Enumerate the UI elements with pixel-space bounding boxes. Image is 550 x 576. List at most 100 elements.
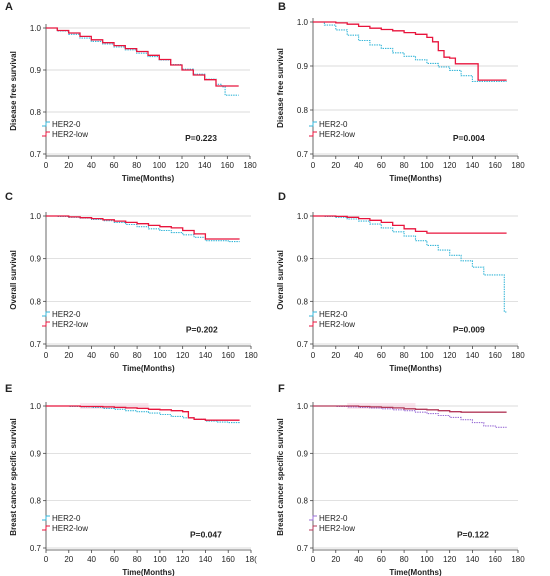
y-axis-title: Overall survival (276, 250, 285, 310)
p-value: P=0.004 (453, 133, 485, 143)
x-tick-label: 80 (133, 351, 142, 360)
panel-label: C (5, 191, 13, 203)
x-tick-label: 120 (443, 351, 457, 360)
legend-label: HER2-low (319, 524, 355, 533)
panel-label: A (5, 1, 13, 13)
x-tick-label: 0 (311, 161, 316, 170)
y-tick-label: 0.7 (297, 340, 309, 349)
y-tick-label: 0.9 (297, 62, 309, 71)
x-tick-label: 140 (466, 351, 480, 360)
series-line-her2-low (46, 405, 240, 421)
legend-label: HER2-low (52, 130, 88, 139)
y-tick-label: 0.7 (297, 544, 309, 553)
x-tick-label: 140 (466, 555, 480, 564)
y-tick-label: 0.8 (30, 497, 42, 506)
x-tick-label: 160 (489, 351, 503, 360)
legend-swatch (42, 525, 50, 531)
series-line-her2-low (46, 27, 239, 87)
x-axis-title: Time(Months) (122, 364, 175, 373)
x-tick-label: 160 (222, 555, 236, 564)
x-tick-label: 0 (311, 555, 316, 564)
x-tick-label: 160 (489, 555, 503, 564)
x-tick-label: 0 (44, 351, 49, 360)
x-tick-label: 180 (243, 161, 257, 170)
y-axis-title: Breast cancer specific survival (9, 418, 18, 535)
p-value: P=0.122 (457, 530, 489, 540)
y-tick-label: 0.7 (30, 544, 42, 553)
panel-b: B 0.7 0.8 0.9 1.0 0 20 40 60 80 100 120 140 160 180 Tim… (276, 1, 525, 183)
series-line-her2-low (313, 215, 507, 234)
x-tick-label: 80 (400, 161, 409, 170)
y-axis-title: Disease free survival (9, 51, 18, 131)
y-tick-label: 0.8 (30, 108, 42, 117)
x-tick-label: 160 (221, 161, 235, 170)
x-tick-label: 18( (245, 555, 257, 564)
legend-label: HER2-0 (319, 310, 348, 319)
x-axis-title: Time(Months) (122, 568, 175, 576)
y-tick-label: 1.0 (30, 402, 42, 411)
panel-f: F 0.7 0.8 0.9 1.0 0 20 40 60 80 100 120 140 160 180 Tim… (276, 383, 525, 576)
x-tick-label: 140 (466, 161, 480, 170)
series-line-her2-0 (46, 215, 240, 243)
legend-swatch (42, 121, 50, 127)
x-tick-label: 0 (44, 161, 49, 170)
x-axis-title: Time(Months) (389, 174, 442, 183)
p-value: P=0.009 (453, 324, 485, 334)
y-axis-title: Disease free survival (276, 48, 285, 128)
p-value: P=0.223 (185, 133, 217, 143)
legend-label: HER2-0 (319, 514, 348, 523)
y-tick-label: 1.0 (297, 212, 309, 221)
y-tick-label: 0.8 (30, 297, 42, 306)
x-tick-label: 60 (110, 555, 119, 564)
legend-label: HER2-0 (52, 120, 81, 129)
legend-swatch (309, 311, 317, 317)
x-tick-label: 80 (400, 555, 409, 564)
legend-swatch (309, 515, 317, 521)
x-tick-label: 140 (199, 351, 213, 360)
y-tick-label: 1.0 (297, 18, 309, 27)
x-tick-label: 60 (377, 161, 386, 170)
x-tick-label: 40 (87, 351, 96, 360)
x-tick-label: 20 (64, 351, 73, 360)
x-tick-label: 120 (443, 555, 457, 564)
x-tick-label: 180 (244, 351, 258, 360)
x-tick-label: 40 (87, 555, 96, 564)
x-tick-label: 80 (133, 555, 142, 564)
legend-swatch (309, 131, 317, 137)
y-tick-label: 0.8 (297, 106, 309, 115)
panel-c: C 0.7 0.8 0.9 1.0 0 20 40 60 80 100 120 140 160 180 Tim… (5, 191, 258, 373)
y-tick-label: 0.7 (297, 150, 309, 159)
confidence-band (80, 403, 149, 409)
y-tick-label: 0.9 (30, 449, 42, 458)
x-tick-label: 160 (222, 351, 236, 360)
panel-label: D (278, 191, 286, 203)
series-line-her2-0 (313, 215, 507, 313)
y-tick-label: 1.0 (297, 402, 309, 411)
x-tick-label: 160 (489, 161, 503, 170)
y-tick-label: 0.7 (30, 340, 42, 349)
legend-swatch (309, 525, 317, 531)
y-tick-label: 0.7 (30, 150, 42, 159)
legend-label: HER2-low (319, 130, 355, 139)
x-tick-label: 60 (377, 351, 386, 360)
x-tick-label: 120 (175, 161, 189, 170)
series-line-her2-0 (313, 21, 507, 82)
x-axis-title: Time(Months) (122, 174, 175, 183)
y-tick-label: 0.9 (297, 449, 309, 458)
legend-swatch (42, 311, 50, 317)
legend-label: HER2-low (52, 524, 88, 533)
series-line-her2-low (313, 405, 507, 413)
panel-label: F (278, 383, 285, 395)
legend-label: HER2-low (319, 320, 355, 329)
panel-label: E (5, 383, 12, 395)
x-axis-title: Time(Months) (389, 364, 442, 373)
x-tick-label: 0 (311, 351, 316, 360)
legend-swatch (42, 515, 50, 521)
series-line-her2-0 (46, 27, 239, 96)
x-tick-label: 120 (176, 555, 190, 564)
y-tick-label: 0.8 (297, 497, 309, 506)
x-tick-label: 20 (331, 351, 340, 360)
series-line-her2-0 (313, 405, 507, 428)
x-tick-label: 100 (153, 351, 167, 360)
